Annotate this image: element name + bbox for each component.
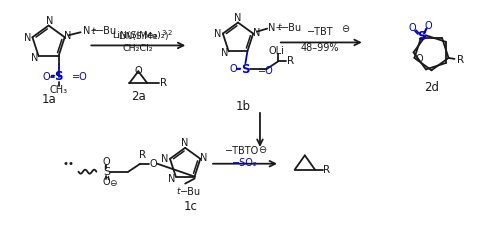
Text: R: R [456, 55, 464, 65]
Text: S: S [103, 167, 110, 177]
Text: t: t [176, 187, 180, 196]
Text: ⊖: ⊖ [110, 179, 117, 188]
Text: N: N [252, 27, 260, 38]
Text: LiN(SiMe₃)₂: LiN(SiMe₃)₂ [112, 31, 165, 40]
Text: N: N [46, 16, 53, 26]
Text: O: O [424, 21, 432, 31]
Text: −Bu: −Bu [281, 23, 302, 33]
Text: N: N [221, 48, 228, 58]
Text: ): ) [164, 32, 168, 41]
Text: OLi: OLi [268, 46, 284, 56]
Text: 1b: 1b [236, 99, 250, 113]
Text: 1c: 1c [183, 200, 197, 213]
Text: 48–99%: 48–99% [301, 43, 339, 53]
Text: N: N [168, 174, 176, 184]
Text: 2a: 2a [131, 90, 146, 103]
Text: S: S [241, 63, 249, 76]
Text: CH₃: CH₃ [50, 85, 67, 95]
Text: 2: 2 [167, 31, 172, 37]
Text: N: N [24, 33, 31, 43]
Text: 2d: 2d [424, 81, 439, 94]
Text: O: O [230, 64, 237, 74]
Text: N−: N− [268, 23, 284, 33]
Text: S: S [54, 71, 63, 83]
Text: N: N [214, 29, 222, 38]
Text: =O: =O [71, 72, 87, 82]
Text: N: N [64, 31, 71, 41]
Text: N: N [182, 138, 189, 148]
Text: O: O [416, 54, 423, 64]
Text: N: N [200, 153, 207, 163]
Text: S: S [417, 31, 425, 43]
Text: t: t [92, 27, 95, 36]
Text: R: R [139, 150, 146, 160]
Text: ••: •• [62, 159, 74, 169]
Text: 1a: 1a [41, 93, 56, 106]
Text: N−: N− [83, 26, 98, 36]
Text: O: O [103, 157, 110, 167]
Text: t: t [277, 23, 281, 32]
Text: O: O [149, 159, 157, 169]
Text: CH₂Cl₂: CH₂Cl₂ [123, 44, 154, 53]
Text: ⊖: ⊖ [341, 24, 349, 34]
Text: R: R [160, 78, 167, 88]
Text: −TBTO: −TBTO [225, 146, 259, 156]
Text: R: R [323, 165, 330, 175]
Text: O: O [408, 23, 416, 33]
Text: −TBT: −TBT [307, 27, 333, 37]
Text: −SO₂: −SO₂ [232, 158, 258, 168]
Text: 3: 3 [161, 31, 166, 37]
Text: −Bu: −Bu [96, 26, 117, 36]
Text: O: O [103, 177, 110, 187]
Text: =O: =O [258, 66, 274, 76]
Text: O: O [134, 66, 142, 76]
Text: R: R [287, 56, 294, 66]
Text: N: N [31, 53, 38, 63]
Text: N: N [234, 13, 242, 23]
Text: LiN(SiMe: LiN(SiMe [119, 32, 158, 41]
Text: N: N [161, 154, 169, 164]
Text: O: O [43, 72, 51, 82]
Text: −Bu: −Bu [180, 187, 201, 197]
Text: ⊖: ⊖ [258, 145, 266, 155]
